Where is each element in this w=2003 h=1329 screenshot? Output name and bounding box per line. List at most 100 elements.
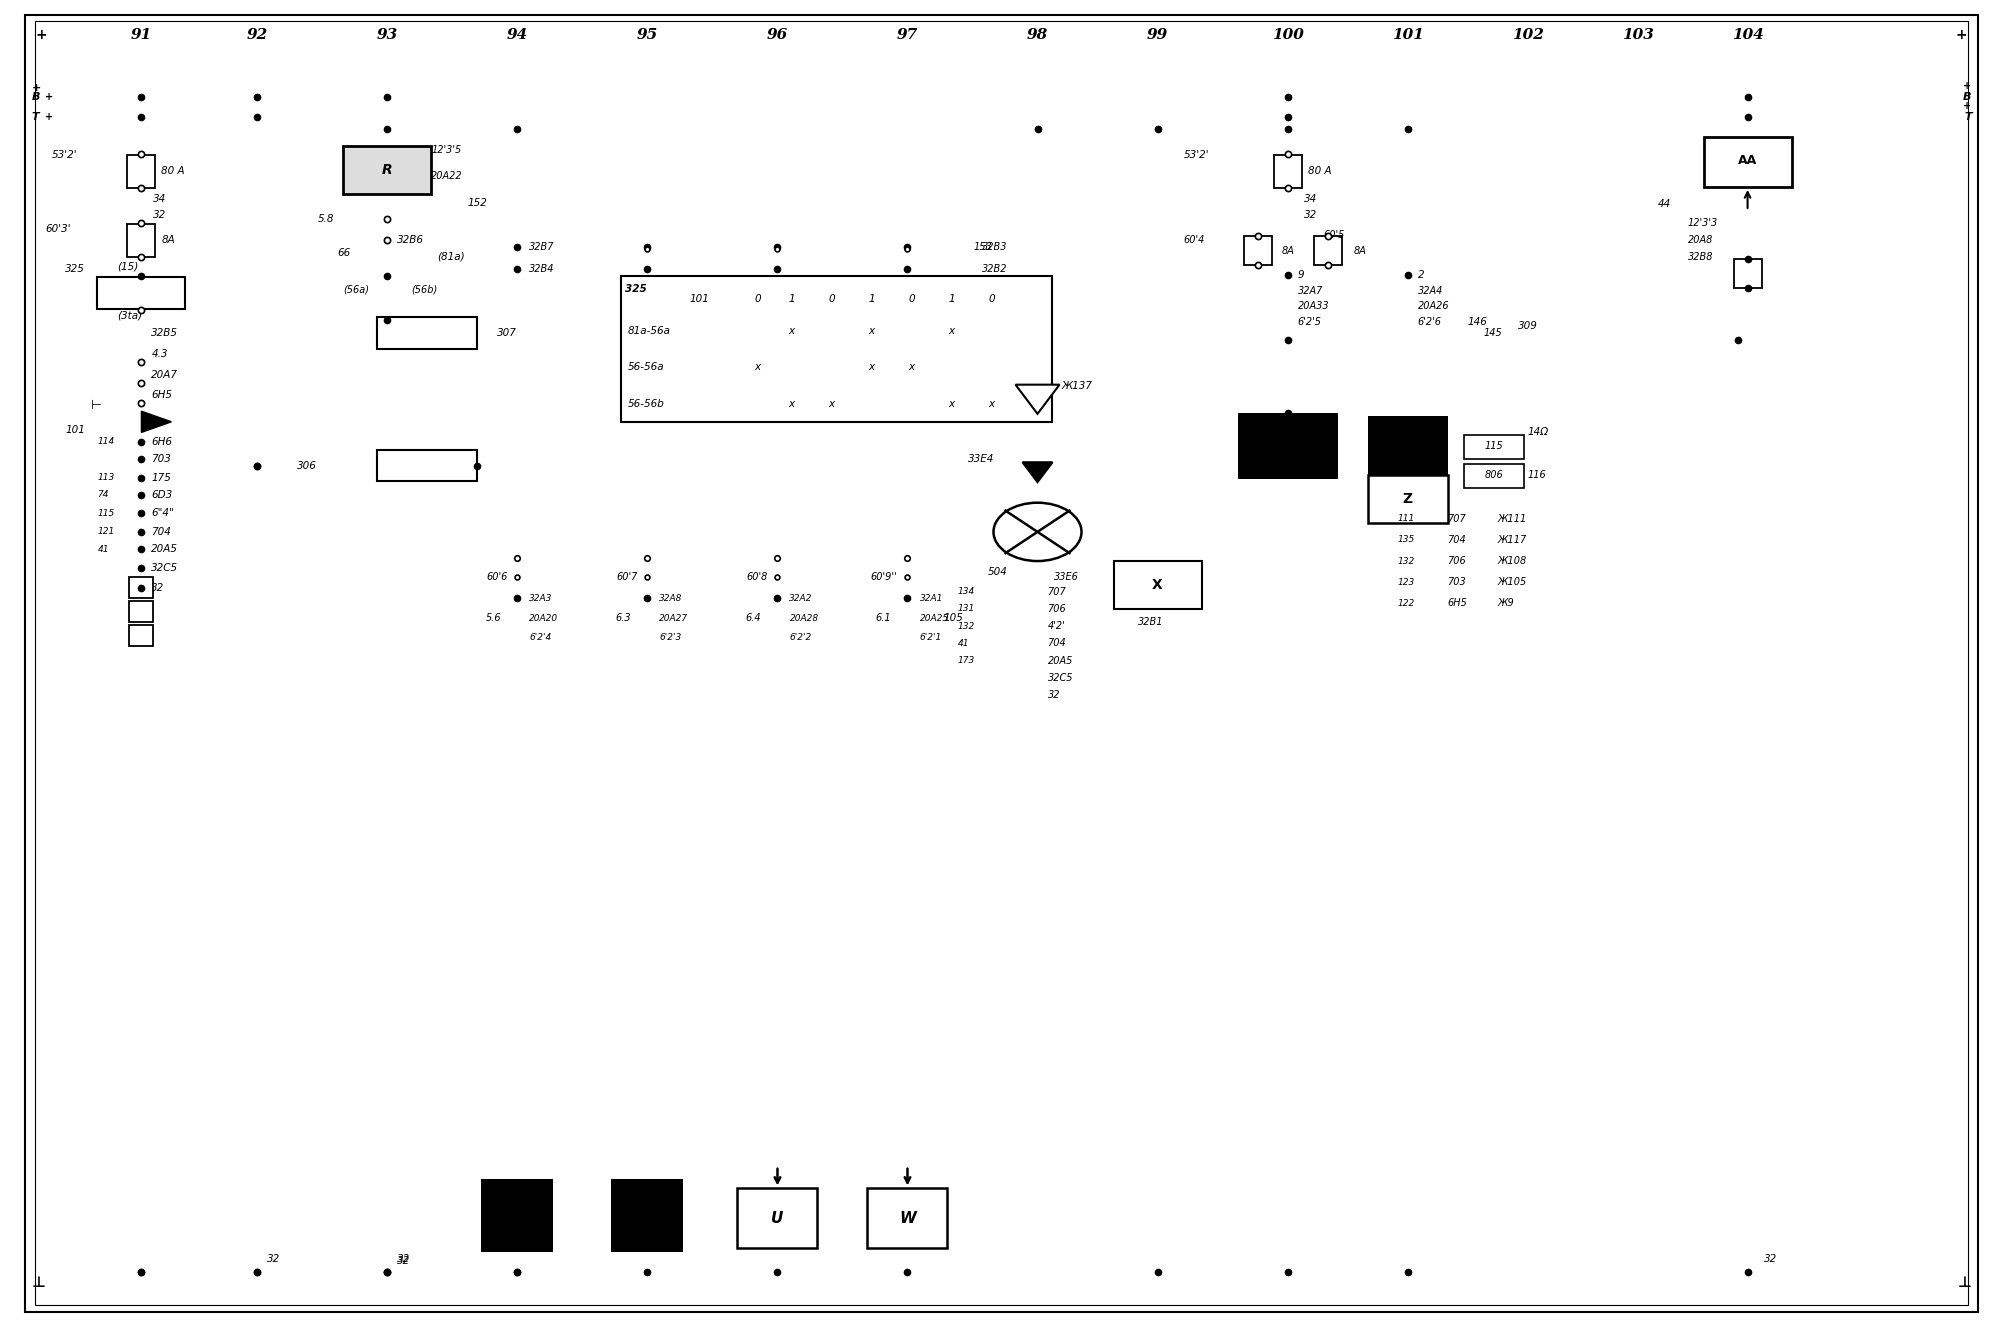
Text: 123: 123: [1398, 578, 1414, 587]
Text: 6.1: 6.1: [875, 613, 891, 623]
Text: x: x: [869, 326, 875, 336]
Text: 80 A: 80 A: [162, 166, 184, 177]
Bar: [1705, 137, 1791, 187]
Text: +: +: [46, 92, 54, 102]
Text: 5.8: 5.8: [316, 214, 335, 223]
Text: 20A7: 20A7: [152, 371, 178, 380]
Text: U: U: [771, 1211, 783, 1227]
Bar: [1238, 412, 1338, 478]
Text: 32A4: 32A4: [1418, 286, 1442, 295]
Text: 60'6: 60'6: [487, 571, 507, 582]
Text: W: W: [899, 1211, 915, 1227]
Bar: [867, 1188, 947, 1248]
Text: 307: 307: [497, 328, 517, 338]
Text: x: x: [949, 326, 955, 336]
Text: 33E4: 33E4: [967, 455, 993, 464]
Text: x: x: [789, 326, 795, 336]
Text: 6'2'4: 6'2'4: [529, 634, 551, 642]
Text: 34: 34: [1304, 194, 1316, 203]
Text: 707: 707: [1048, 586, 1066, 597]
Text: ⊥: ⊥: [32, 1275, 46, 1290]
Polygon shape: [142, 411, 172, 432]
Bar: [1733, 259, 1761, 288]
Text: B: B: [32, 92, 40, 102]
Text: 20A25: 20A25: [919, 614, 949, 622]
Text: Z: Z: [1402, 492, 1412, 506]
Text: 93: 93: [377, 28, 399, 41]
Text: 94: 94: [507, 28, 529, 41]
Text: 2: 2: [1418, 270, 1424, 279]
Text: 175: 175: [152, 473, 172, 482]
Text: 12'3'3: 12'3'3: [1689, 218, 1719, 227]
Text: (56b): (56b): [411, 284, 439, 294]
Text: 20A5: 20A5: [152, 544, 178, 554]
Text: 20A26: 20A26: [1418, 302, 1450, 311]
Text: 325: 325: [66, 264, 86, 274]
Text: 32A2: 32A2: [789, 594, 813, 602]
Text: 325: 325: [625, 284, 647, 294]
Text: 113: 113: [98, 473, 114, 482]
Text: 706: 706: [1048, 603, 1066, 614]
Bar: [1464, 435, 1524, 459]
Text: 56-56a: 56-56a: [627, 361, 665, 372]
Bar: [343, 146, 431, 194]
Bar: [128, 223, 156, 256]
Text: (56a): (56a): [343, 284, 369, 294]
Bar: [1368, 474, 1448, 522]
Text: 121: 121: [98, 528, 114, 537]
Text: 114: 114: [98, 437, 114, 447]
Bar: [130, 601, 154, 622]
Text: 33E6: 33E6: [1054, 571, 1078, 582]
Text: 1: 1: [867, 294, 875, 304]
Text: x: x: [949, 399, 955, 408]
Text: 6H5: 6H5: [152, 391, 172, 400]
Text: 6'2'2: 6'2'2: [789, 634, 811, 642]
Text: +: +: [1957, 28, 1967, 41]
Text: 111: 111: [1398, 514, 1414, 524]
Text: 60'5: 60'5: [1324, 230, 1344, 239]
Text: 32: 32: [397, 1256, 411, 1267]
Text: 173: 173: [957, 657, 975, 664]
Bar: [1464, 464, 1524, 488]
Text: Ж108: Ж108: [1498, 556, 1526, 566]
Text: 146: 146: [1468, 318, 1488, 327]
Text: 32B2: 32B2: [981, 264, 1008, 274]
Bar: [98, 278, 186, 310]
Text: 152: 152: [467, 198, 487, 207]
Text: 101: 101: [1392, 28, 1424, 41]
Text: T: T: [1965, 112, 1971, 122]
Text: 4.3: 4.3: [152, 350, 168, 359]
Text: 6'2'6: 6'2'6: [1418, 318, 1442, 327]
Text: 8A: 8A: [1354, 246, 1366, 255]
Text: 504: 504: [987, 566, 1008, 577]
Text: ⊢: ⊢: [92, 400, 102, 412]
Text: 0: 0: [827, 294, 835, 304]
Text: 32B6: 32B6: [397, 235, 425, 245]
Text: 32: 32: [1048, 690, 1060, 700]
Text: 74: 74: [98, 490, 108, 500]
Text: 6'2'3: 6'2'3: [659, 634, 681, 642]
Text: 91: 91: [130, 28, 152, 41]
Text: 14Ω: 14Ω: [1528, 428, 1548, 437]
Bar: [377, 449, 477, 481]
Text: AA: AA: [1739, 154, 1757, 167]
Text: 707: 707: [1448, 513, 1466, 524]
Text: 704: 704: [1448, 534, 1466, 545]
Text: x: x: [755, 361, 761, 372]
Text: 20A20: 20A20: [529, 614, 559, 622]
Text: 32A3: 32A3: [529, 594, 553, 602]
Text: 32: 32: [1304, 210, 1316, 219]
Text: +: +: [1963, 81, 1971, 92]
Text: 306: 306: [296, 461, 316, 470]
Polygon shape: [1022, 462, 1052, 482]
Bar: [130, 625, 154, 646]
Text: 20A33: 20A33: [1298, 302, 1330, 311]
Text: 60'4: 60'4: [1184, 235, 1206, 245]
Text: 32: 32: [154, 210, 166, 219]
Text: 806: 806: [1484, 470, 1502, 480]
Bar: [1114, 561, 1202, 609]
Text: X: X: [1152, 578, 1164, 591]
Text: (3ta): (3ta): [118, 311, 142, 320]
Text: 703: 703: [1448, 577, 1466, 587]
Bar: [1244, 237, 1272, 266]
